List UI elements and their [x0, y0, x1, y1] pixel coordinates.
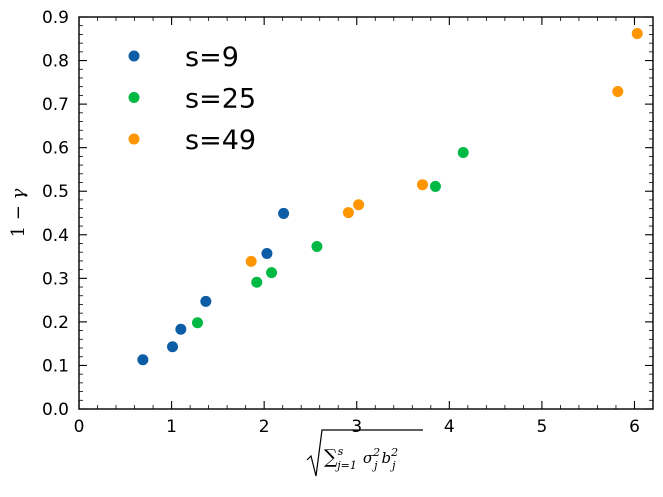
legend-label-0: s=9 — [185, 42, 239, 73]
point-series-2-2 — [353, 199, 365, 211]
point-series-1-4 — [429, 180, 441, 192]
x-axis-label-group: ∑s j=1 σ2 j b2 j — [306, 429, 423, 477]
point-series-0-2 — [175, 323, 187, 335]
data-points — [137, 28, 643, 366]
legend-marker-2 — [128, 133, 140, 145]
legend: s=9 s=25 s=49 — [128, 42, 256, 156]
x-axis-label: ∑s j=1 σ2 j b2 j — [324, 445, 398, 472]
point-series-2-1 — [342, 207, 354, 219]
point-series-1-5 — [457, 146, 469, 158]
y-axis-label-group: 1 − γ — [8, 188, 29, 237]
x-tick-label: 1 — [166, 417, 177, 437]
point-series-1-3 — [311, 241, 323, 253]
y-tick-label: 0.9 — [42, 8, 69, 28]
point-series-2-0 — [245, 255, 257, 267]
point-series-0-3 — [200, 295, 212, 307]
x-tick-label: 4 — [444, 417, 455, 437]
y-tick-label: 0.6 — [42, 139, 69, 159]
point-series-0-4 — [261, 248, 273, 260]
legend-marker-0 — [128, 50, 140, 62]
point-series-2-4 — [612, 85, 624, 97]
legend-label-2: s=49 — [185, 125, 256, 156]
legend-marker-1 — [128, 92, 140, 103]
x-axis-label-radical — [306, 429, 423, 477]
plot-frame — [78, 16, 654, 410]
legend-label-1: s=25 — [185, 84, 256, 115]
point-series-1-1 — [251, 276, 263, 288]
point-series-1-0 — [192, 317, 204, 329]
y-axis-label: 1 − γ — [8, 188, 29, 237]
x-tick-label: 6 — [629, 417, 640, 437]
point-series-0-0 — [137, 354, 149, 366]
point-series-1-2 — [266, 267, 278, 279]
point-series-2-5 — [631, 28, 643, 40]
x-tick-label: 5 — [536, 417, 547, 437]
x-tick-label: 2 — [259, 417, 270, 437]
tick-labels: 0 1 2 3 4 5 6 0.0 0.1 0.2 0.3 0.4 0.5 0.6 0.7 0.8 0.9 — [42, 8, 640, 437]
y-tick-label: 0.5 — [42, 182, 69, 202]
y-tick-label: 0.8 — [42, 52, 69, 72]
y-tick-label: 0.4 — [42, 226, 69, 246]
y-tick-label: 0.0 — [42, 400, 69, 420]
x-tick-label: 0 — [74, 417, 85, 437]
point-series-0-1 — [167, 341, 179, 353]
axis-ticks — [78, 16, 654, 410]
point-series-0-5 — [278, 207, 290, 219]
y-tick-label: 0.3 — [42, 269, 69, 289]
y-tick-label: 0.7 — [42, 95, 69, 115]
y-tick-label: 0.1 — [42, 356, 69, 376]
point-series-2-3 — [416, 179, 428, 191]
x-tick-label: 3 — [351, 417, 362, 437]
y-tick-label: 0.2 — [42, 313, 69, 333]
